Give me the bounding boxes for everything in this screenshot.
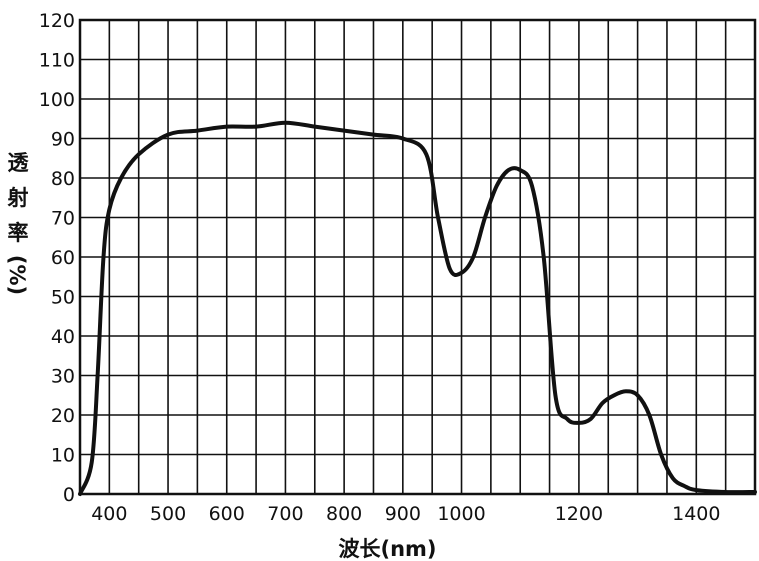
x-tick-label: 700 (267, 503, 303, 525)
y-axis-label: 透射率 (%) (5, 151, 30, 295)
x-tick-labels: 400 500 600 700 800 900 1000 1200 1400 (91, 503, 720, 525)
transmittance-curve (78, 120, 757, 496)
grid (80, 20, 755, 494)
x-tick-label: 1400 (672, 503, 720, 525)
y-axis-label-char: 率 (8, 221, 29, 245)
plot-frame (78, 18, 757, 496)
y-axis-label-char: (%) (5, 255, 29, 295)
x-tick-label: 500 (150, 503, 186, 525)
y-tick-label: 50 (51, 287, 75, 309)
y-tick-label: 40 (51, 326, 75, 348)
y-axis-label-char: 透 (8, 151, 30, 175)
y-tick-label: 60 (51, 247, 75, 269)
y-tick-label: 90 (51, 129, 75, 151)
y-tick-label: 80 (51, 168, 75, 190)
y-tick-label: 100 (39, 89, 75, 111)
y-tick-label: 20 (51, 405, 75, 427)
x-tick-label: 900 (385, 503, 421, 525)
y-tick-label: 70 (51, 208, 75, 230)
x-tick-label: 400 (91, 503, 127, 525)
y-tick-label: 30 (51, 366, 75, 388)
y-tick-label: 0 (63, 484, 75, 506)
x-tick-label: 800 (326, 503, 362, 525)
y-tick-label: 10 (51, 445, 75, 467)
x-tick-label: 600 (209, 503, 245, 525)
y-tick-labels: 0 10 20 30 40 50 60 70 80 90 100 110 120 (39, 10, 75, 506)
y-tick-label: 120 (39, 10, 75, 32)
x-tick-label: 1200 (555, 503, 603, 525)
x-axis-label: 波长(nm) (338, 537, 436, 561)
y-axis-label-char: 射 (7, 186, 29, 210)
y-tick-label: 110 (39, 50, 75, 72)
x-tick-label: 1000 (437, 503, 485, 525)
